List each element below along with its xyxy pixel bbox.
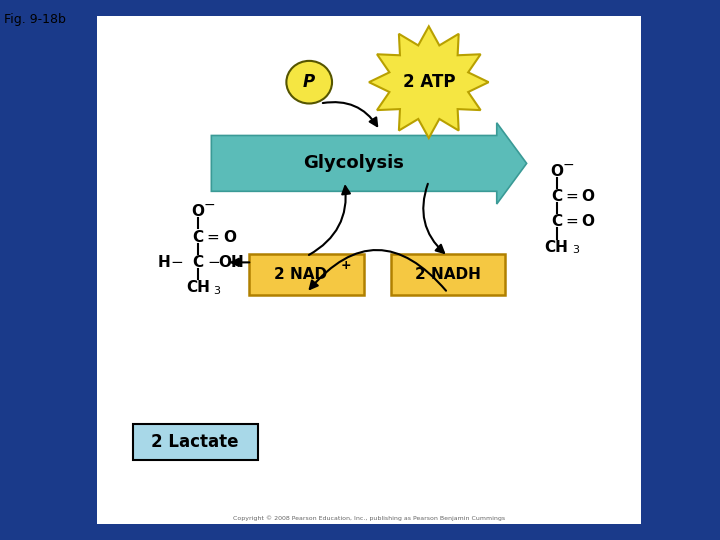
Polygon shape	[369, 26, 489, 138]
FancyBboxPatch shape	[249, 254, 364, 295]
Text: O: O	[582, 189, 595, 204]
Circle shape	[287, 61, 332, 104]
Text: C: C	[192, 230, 203, 245]
FancyArrowPatch shape	[423, 184, 444, 253]
Text: 2 ATP: 2 ATP	[402, 73, 455, 91]
Text: =: =	[207, 230, 220, 245]
Text: C: C	[551, 189, 562, 204]
Text: H: H	[158, 255, 171, 270]
Text: Fig. 9-18b: Fig. 9-18b	[4, 14, 66, 26]
Text: OH: OH	[219, 255, 244, 270]
Polygon shape	[212, 123, 526, 204]
FancyBboxPatch shape	[391, 254, 505, 295]
Text: O: O	[222, 230, 235, 245]
Text: =: =	[565, 189, 578, 204]
Text: 3: 3	[213, 286, 220, 296]
Text: O: O	[192, 204, 204, 219]
Text: 2 NADH: 2 NADH	[415, 267, 481, 282]
FancyArrowPatch shape	[309, 186, 350, 255]
Text: Copyright © 2008 Pearson Education, Inc., publishing as Pearson Benjamin Cumming: Copyright © 2008 Pearson Education, Inc.…	[233, 515, 505, 521]
FancyArrowPatch shape	[232, 259, 249, 266]
Text: CH: CH	[186, 280, 210, 295]
Text: =: =	[565, 214, 578, 230]
Text: −: −	[562, 158, 574, 171]
Text: 3: 3	[572, 245, 579, 255]
Text: +: +	[341, 259, 351, 272]
Text: O: O	[550, 164, 563, 179]
Text: C: C	[192, 255, 203, 270]
Text: −: −	[171, 255, 184, 270]
Text: O: O	[582, 214, 595, 230]
Text: Glycolysis: Glycolysis	[304, 154, 405, 172]
Text: 2 NAD: 2 NAD	[274, 267, 328, 282]
FancyArrowPatch shape	[310, 250, 446, 291]
Text: P: P	[303, 73, 315, 91]
Text: CH: CH	[544, 240, 569, 255]
FancyArrowPatch shape	[323, 102, 377, 126]
Text: C: C	[551, 214, 562, 230]
Text: −: −	[203, 198, 215, 212]
FancyBboxPatch shape	[132, 424, 258, 460]
Text: 2 Lactate: 2 Lactate	[151, 433, 239, 451]
Text: −: −	[207, 255, 220, 270]
